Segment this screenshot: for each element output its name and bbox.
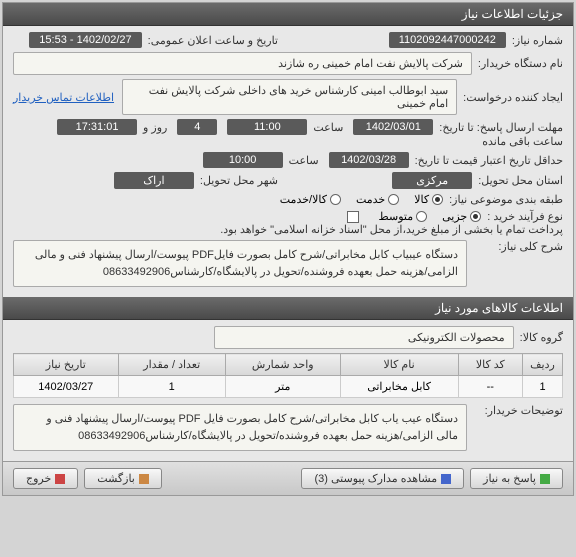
exit-icon — [55, 474, 65, 484]
attach-icon — [441, 474, 451, 484]
deadline-date: 1402/03/01 — [353, 119, 433, 135]
group-label: گروه کالا: — [520, 331, 563, 344]
payment-note: پرداخت تمام یا بخشی از مبلغ خرید،از محل … — [220, 223, 563, 236]
announce-value: 1402/02/27 - 15:53 — [29, 32, 141, 48]
reply-button[interactable]: پاسخ به نیاز — [470, 468, 563, 489]
summary-label: شرح کلی نیاز: — [473, 240, 563, 253]
payment-checkbox[interactable] — [347, 211, 359, 223]
reply-icon — [540, 474, 550, 484]
city-label: شهر محل تحویل: — [200, 174, 278, 187]
prov-value: مرکزی — [392, 172, 472, 189]
col-date: تاریخ نیاز — [14, 354, 119, 376]
goods-table: ردیف کد کالا نام کالا واحد شمارش تعداد /… — [13, 353, 563, 398]
remain-suffix: ساعت باقی مانده — [482, 135, 563, 148]
col-unit: واحد شمارش — [225, 354, 340, 376]
radio-icon — [416, 211, 427, 222]
main-panel: جزئیات اطلاعات نیاز شماره نیاز: 11020924… — [2, 2, 574, 496]
radio-both[interactable]: کالا/خدمت — [280, 193, 341, 206]
need-number-value: 1102092447000242 — [389, 32, 506, 48]
creator-label: ایجاد کننده درخواست: — [463, 91, 563, 104]
col-name: نام کالا — [340, 354, 458, 376]
need-type-label: طبقه بندی موضوعی نیاز: — [449, 193, 563, 206]
radio-icon — [432, 194, 443, 205]
goods-content: گروه کالا: محصولات الکترونیکی ردیف کد کا… — [3, 320, 573, 461]
buyer-value: شرکت پالایش نفت امام خمینی ره شازند — [13, 52, 472, 75]
table-row[interactable]: 1 -- کابل مخابراتی متر 1 1402/03/27 — [14, 376, 563, 398]
validity-label: حداقل تاریخ اعتبار قیمت تا تاریخ: — [415, 154, 563, 167]
radio-partial[interactable]: جزیی — [442, 210, 481, 223]
deadline-time: 11:00 — [227, 119, 307, 135]
announce-label: تاریخ و ساعت اعلان عمومی: — [148, 34, 278, 47]
creator-value: سید ابوطالب امینی کارشناس خرید های داخلی… — [122, 79, 457, 115]
back-button[interactable]: بازگشت — [84, 468, 162, 489]
section2-header: اطلاعات کالاهای مورد نیاز — [3, 297, 573, 320]
col-row: ردیف — [523, 354, 563, 376]
buyer-notes-text: دستگاه عیب یاب کابل مخابراتی/شرح کامل بص… — [13, 404, 467, 451]
back-icon — [139, 474, 149, 484]
details-content: شماره نیاز: 1102092447000242 تاریخ و ساع… — [3, 26, 573, 297]
contact-link[interactable]: اطلاعات تماس خریدار — [13, 91, 114, 104]
exit-button[interactable]: خروج — [13, 468, 78, 489]
table-header-row: ردیف کد کالا نام کالا واحد شمارش تعداد /… — [14, 354, 563, 376]
radio-icon — [388, 194, 399, 205]
radio-medium[interactable]: متوسط — [379, 210, 428, 223]
time-label-2: ساعت — [289, 154, 319, 167]
cell-qty: 1 — [118, 376, 225, 398]
cell-row: 1 — [523, 376, 563, 398]
radio-icon — [330, 194, 341, 205]
prov-label: استان محل تحویل: — [478, 174, 563, 187]
cell-name: کابل مخابراتی — [340, 376, 458, 398]
panel-title: جزئیات اطلاعات نیاز — [462, 7, 563, 21]
buyer-notes-label: توضیحات خریدار: — [473, 404, 563, 417]
radio-service[interactable]: خدمت — [356, 193, 399, 206]
validity-date: 1402/03/28 — [329, 152, 409, 168]
footer-bar: پاسخ به نیاز مشاهده مدارک پیوستی (3) باز… — [3, 461, 573, 495]
days-remain: 4 — [177, 119, 217, 135]
deadline-label: مهلت ارسال پاسخ: تا تاریخ: — [439, 121, 563, 134]
radio-goods[interactable]: کالا — [414, 193, 443, 206]
cell-code: -- — [458, 376, 522, 398]
radio-icon — [470, 211, 481, 222]
col-code: کد کالا — [458, 354, 522, 376]
days-and: روز و — [143, 121, 167, 134]
attachments-button[interactable]: مشاهده مدارک پیوستی (3) — [301, 468, 464, 489]
validity-time: 10:00 — [203, 152, 283, 168]
cell-date: 1402/03/27 — [14, 376, 119, 398]
group-value: محصولات الکترونیکی — [214, 326, 514, 349]
process-radios: جزیی متوسط — [379, 210, 482, 223]
need-type-radios: کالا خدمت کالا/خدمت — [280, 193, 443, 206]
summary-text: دستگاه عیبیاب کابل مخابراتی/شرح کامل بصو… — [13, 240, 467, 287]
col-qty: تعداد / مقدار — [118, 354, 225, 376]
buyer-label: نام دستگاه خریدار: — [478, 57, 563, 70]
time-remain: 17:31:01 — [57, 119, 137, 135]
process-label: نوع فرآیند خرید : — [487, 210, 563, 223]
need-number-label: شماره نیاز: — [512, 34, 563, 47]
city-value: اراک — [114, 172, 194, 189]
panel-header: جزئیات اطلاعات نیاز — [3, 3, 573, 26]
section2-title: اطلاعات کالاهای مورد نیاز — [435, 301, 563, 315]
time-label-1: ساعت — [313, 121, 343, 134]
cell-unit: متر — [225, 376, 340, 398]
